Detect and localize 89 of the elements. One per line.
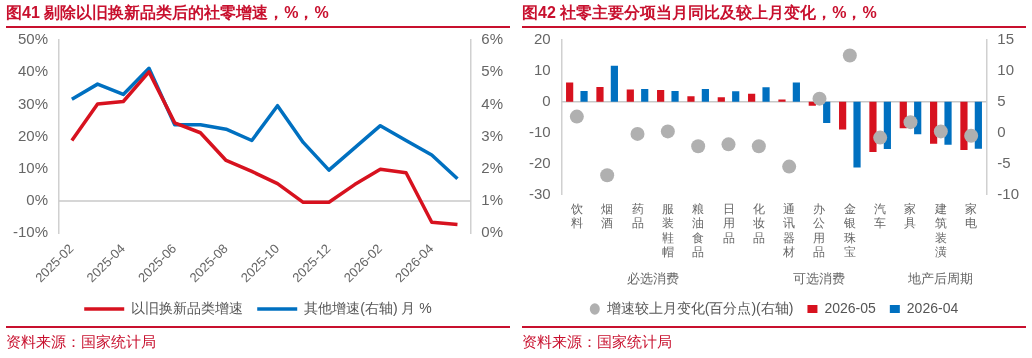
x-tick-label: 汽车: [874, 201, 887, 231]
x-tick-label: 家具: [904, 201, 917, 231]
y2-tick-label: -10: [997, 184, 1020, 202]
bar: [687, 96, 695, 102]
legend-label: 其他增速(右轴) 月 %: [304, 299, 432, 316]
bar: [732, 91, 740, 102]
text: 地产后周期: [907, 271, 974, 287]
bar: [657, 90, 665, 102]
bar: [717, 97, 725, 102]
y2-tick-label: 0%: [481, 223, 504, 241]
bar: [869, 101, 877, 153]
bar: [626, 89, 634, 102]
y2-tick-label: 10: [997, 61, 1015, 79]
x-tick-label: 粮油食品: [692, 201, 705, 260]
bar: [566, 82, 574, 102]
point: [691, 139, 706, 154]
point: [751, 139, 766, 154]
bar: [944, 101, 952, 145]
x-tick-label: 饮料: [569, 201, 583, 231]
point: [782, 159, 797, 174]
point: [569, 109, 584, 124]
y2-tick-label: -5: [997, 153, 1011, 171]
bar: [610, 65, 618, 102]
legend-label: 2026-04: [906, 299, 959, 316]
bar: [748, 93, 756, 102]
y2-tick-label: 4%: [481, 94, 504, 112]
y2-tick-label: 1%: [481, 191, 504, 209]
bar: [853, 101, 861, 168]
x-tick-label: 日用品: [722, 201, 735, 245]
y-tick-label: 0: [542, 91, 551, 109]
y2-tick-label: 6%: [481, 30, 504, 48]
y-tick-label: 40%: [17, 62, 49, 80]
x-tick-label: 药品: [631, 201, 644, 231]
y-tick-label: 20: [533, 30, 551, 48]
x-tick-label: 通讯器材: [782, 201, 796, 260]
x-tick-label: 金银珠宝: [842, 201, 856, 260]
y-tick-label: -10%: [12, 223, 49, 241]
point: [903, 115, 918, 130]
x-tick-label: 烟酒: [601, 201, 614, 231]
y-tick-label: -30: [528, 184, 551, 202]
bar: [762, 87, 770, 102]
y-tick-label: 50%: [17, 30, 49, 48]
bar: [974, 101, 982, 149]
point: [812, 91, 827, 106]
bar: [960, 101, 968, 150]
chart-title: 图41 剔除以旧换新品类后的社零增速，%，%: [6, 0, 510, 28]
point: [842, 48, 857, 63]
point: [660, 124, 675, 139]
point: [964, 128, 979, 143]
legend-label: 以旧换新品类增速: [131, 299, 244, 316]
x-tick-label: 办公用品: [813, 201, 826, 260]
point: [600, 168, 615, 183]
y2-tick-label: 2%: [481, 158, 504, 176]
y2-tick-label: 15: [997, 30, 1015, 48]
legend-label: 增速较上月变化(百分点)(右轴): [605, 299, 794, 316]
text: 必选消费: [626, 271, 679, 287]
y2-tick-label: 0: [997, 122, 1006, 140]
y2-tick-label: 3%: [481, 126, 504, 144]
bar: [823, 101, 831, 124]
y2-tick-label: 5%: [481, 62, 504, 80]
y-tick-label: -20: [528, 153, 551, 171]
chart-title: 图42 社零主要分项当月同比及较上月变化，%，%: [522, 0, 1026, 28]
y-tick-label: 30%: [17, 94, 49, 112]
y-tick-label: 20%: [17, 126, 49, 144]
bar: [839, 101, 847, 130]
legend-label: 2026-05: [824, 299, 877, 316]
x-tick-label: 建筑装潢: [933, 201, 947, 260]
point: [721, 137, 736, 152]
bar: [641, 89, 649, 102]
bar: [701, 89, 709, 102]
text: 资料来源：国家统计局: [522, 326, 1026, 356]
bar: [778, 99, 786, 102]
y2-tick-label: 5: [997, 91, 1006, 109]
y-tick-label: -10: [528, 122, 551, 140]
y-tick-label: 0%: [26, 191, 49, 209]
text: 资料来源：国家统计局: [6, 326, 510, 356]
y-tick-label: 10%: [17, 158, 49, 176]
text: 可选消费: [793, 271, 846, 287]
x-tick-label: 化妆品: [752, 201, 765, 245]
point: [630, 126, 645, 141]
bar: [671, 90, 679, 102]
bar: [580, 90, 588, 102]
point: [933, 124, 948, 139]
point: [873, 130, 888, 145]
x-tick-label: 家电: [965, 201, 978, 231]
x-tick-label: 服装鞋帽: [661, 201, 674, 260]
y-tick-label: 10: [533, 61, 551, 79]
bar: [792, 82, 800, 102]
bar: [596, 86, 604, 102]
